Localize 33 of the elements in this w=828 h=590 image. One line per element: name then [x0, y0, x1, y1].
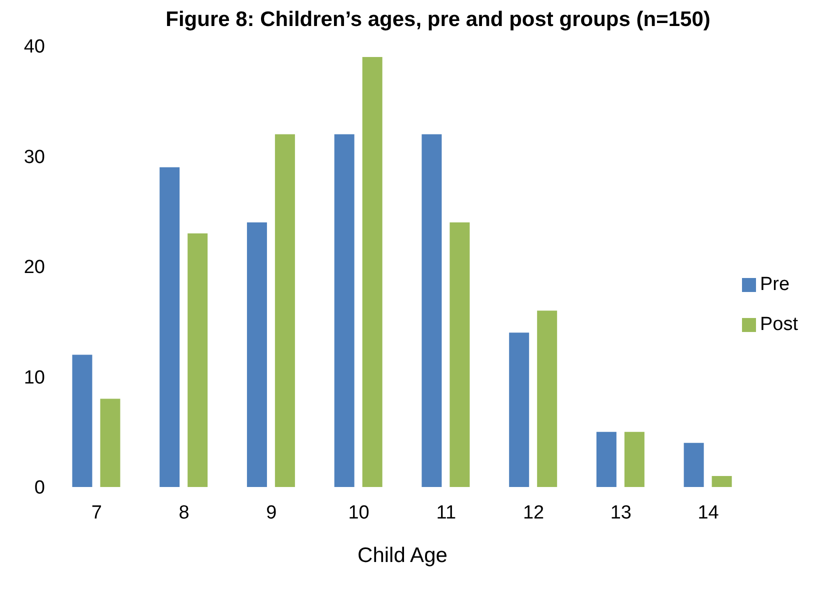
bar	[246, 222, 267, 487]
bar	[362, 57, 382, 487]
y-tick-label: 20	[24, 257, 45, 278]
y-tick-label: 30	[24, 146, 45, 168]
bar	[624, 432, 644, 487]
legend-label: Post	[760, 314, 798, 334]
bar	[509, 332, 530, 487]
y-tick-label: 40	[24, 36, 45, 58]
x-tick-label: 11	[436, 502, 456, 524]
legend-label: Pre	[760, 274, 790, 294]
bar	[596, 432, 616, 487]
bar	[160, 167, 180, 487]
x-tick-label: 10	[348, 502, 370, 524]
bar	[684, 442, 704, 487]
x-tick-label: 13	[610, 502, 632, 524]
bar	[274, 134, 295, 487]
y-tick-label: 0	[34, 478, 45, 499]
x-tick-label: 12	[522, 502, 544, 524]
bar	[72, 354, 92, 487]
bar	[188, 233, 208, 487]
x-tick-label: 7	[91, 502, 102, 524]
x-axis-title: Child Age	[358, 544, 448, 567]
x-tick-label: 14	[698, 502, 720, 524]
y-tick-label: 10	[24, 367, 45, 388]
bar	[334, 134, 354, 487]
x-tick-label: 8	[178, 502, 190, 524]
bar	[450, 222, 470, 487]
bar	[537, 310, 558, 487]
x-tick-label: 9	[266, 502, 277, 524]
bar	[422, 134, 442, 487]
bar	[100, 398, 120, 487]
bar	[712, 476, 732, 487]
chart-title: Figure 8: Children’s ages, pre and post groups (n=150)	[164, 8, 712, 32]
